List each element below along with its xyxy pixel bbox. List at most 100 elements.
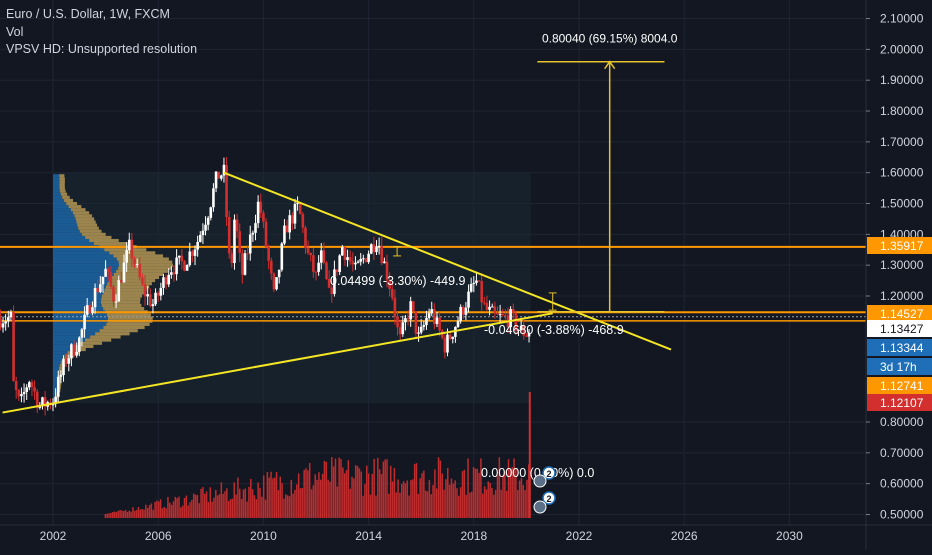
candle-body — [59, 375, 63, 377]
candle-body — [28, 382, 31, 388]
volume-profile-bar — [53, 272, 114, 276]
candle-body — [172, 272, 176, 275]
volume-bar — [366, 465, 368, 518]
candle-body — [143, 284, 147, 297]
volume-bar — [213, 497, 215, 518]
volume-bar — [408, 495, 410, 518]
candle-body — [327, 278, 331, 288]
candle-body — [354, 262, 357, 265]
candle-body — [230, 253, 234, 264]
candle-body — [91, 307, 94, 314]
price-label-box — [867, 394, 932, 411]
volume-bar — [272, 478, 274, 518]
volume-profile-bar — [53, 351, 68, 355]
candle-body — [125, 250, 128, 263]
volume-bar — [494, 489, 497, 518]
volume-bar — [303, 469, 305, 518]
volume-bar — [334, 458, 337, 518]
time-tick-label: 2026 — [671, 529, 698, 543]
volume-bar — [226, 488, 228, 518]
candle-body — [54, 396, 57, 404]
volume-profile-bar — [62, 195, 70, 199]
volume-bar — [412, 479, 414, 518]
time-tick-label: 2002 — [40, 529, 67, 543]
legend-title: Euro / U.S. Dollar, 1W, FXCM — [6, 7, 170, 21]
candle-body — [6, 317, 10, 322]
candle-body — [193, 249, 197, 256]
volume-bar — [325, 461, 328, 518]
volume-profile-bar — [53, 174, 60, 178]
volume-bar — [343, 473, 346, 518]
volume-bar — [502, 475, 504, 518]
candle-body — [1, 323, 5, 328]
candle-body — [409, 301, 412, 320]
volume-profile-bar — [53, 205, 69, 209]
candle-body — [159, 287, 163, 296]
event-marker — [542, 491, 556, 505]
volume-profile-bar — [81, 232, 106, 236]
volume-profile-bar — [53, 379, 58, 383]
volume-bar — [434, 469, 436, 518]
volume-profile-bar — [53, 177, 60, 181]
volume-bar — [124, 509, 127, 518]
volume-bar — [113, 511, 116, 518]
candle-body — [188, 251, 192, 266]
volume-bar — [474, 468, 477, 518]
candle-body — [56, 376, 60, 397]
volume-bar — [248, 486, 250, 518]
volume-bar — [329, 481, 331, 518]
volume-bar — [371, 473, 374, 518]
volume-bar — [233, 482, 235, 518]
volume-bar — [111, 512, 114, 518]
candle-body — [262, 212, 265, 222]
volume-bar — [378, 469, 381, 518]
trendline-ascending — [2, 312, 553, 414]
time-tick-label: 2018 — [460, 529, 487, 543]
volume-bar — [375, 495, 377, 518]
volume-bar — [170, 504, 173, 518]
volume-bar — [104, 514, 107, 518]
volume-profile-bar — [59, 189, 66, 193]
volume-bar — [244, 488, 247, 518]
volume-profile-bar — [107, 316, 153, 320]
volume-bar — [353, 478, 355, 518]
candle-body — [138, 263, 142, 278]
volume-profile-bar — [53, 269, 117, 273]
volume-bar — [417, 493, 420, 518]
volume-profile-bar — [53, 208, 71, 212]
candle-body — [22, 392, 26, 394]
volume-profile-bar — [53, 332, 96, 336]
volume-bar — [264, 499, 267, 518]
volume-bar — [119, 509, 121, 518]
candle-body — [20, 393, 23, 397]
volume-bar — [169, 502, 171, 518]
candle-body — [454, 327, 457, 337]
volume-profile-bar — [53, 291, 104, 295]
volume-profile-bar — [93, 242, 128, 246]
candle-body — [406, 318, 410, 320]
volume-bar — [342, 467, 344, 518]
candle-body — [480, 281, 483, 303]
candle-body — [14, 381, 18, 391]
volume-bar — [148, 504, 151, 518]
candle-body — [62, 358, 65, 376]
volume-bar — [491, 487, 493, 518]
candle-body — [525, 335, 528, 337]
price-tick-label: 1.50000 — [880, 197, 924, 211]
volume-bar — [135, 509, 138, 518]
volume-profile-bar — [79, 229, 102, 233]
volume-bar — [364, 484, 366, 518]
candle-body — [209, 207, 213, 218]
volume-profile-bar — [53, 282, 108, 286]
price-label: 1.35917 — [880, 239, 924, 253]
candle-body — [35, 391, 39, 408]
volume-bar — [332, 466, 335, 518]
volume-bar — [123, 511, 125, 518]
candle-body — [475, 280, 478, 283]
volume-profile-bar — [90, 335, 121, 339]
candle-body — [322, 250, 326, 263]
candle-body — [254, 223, 257, 233]
candle-body — [117, 280, 121, 302]
